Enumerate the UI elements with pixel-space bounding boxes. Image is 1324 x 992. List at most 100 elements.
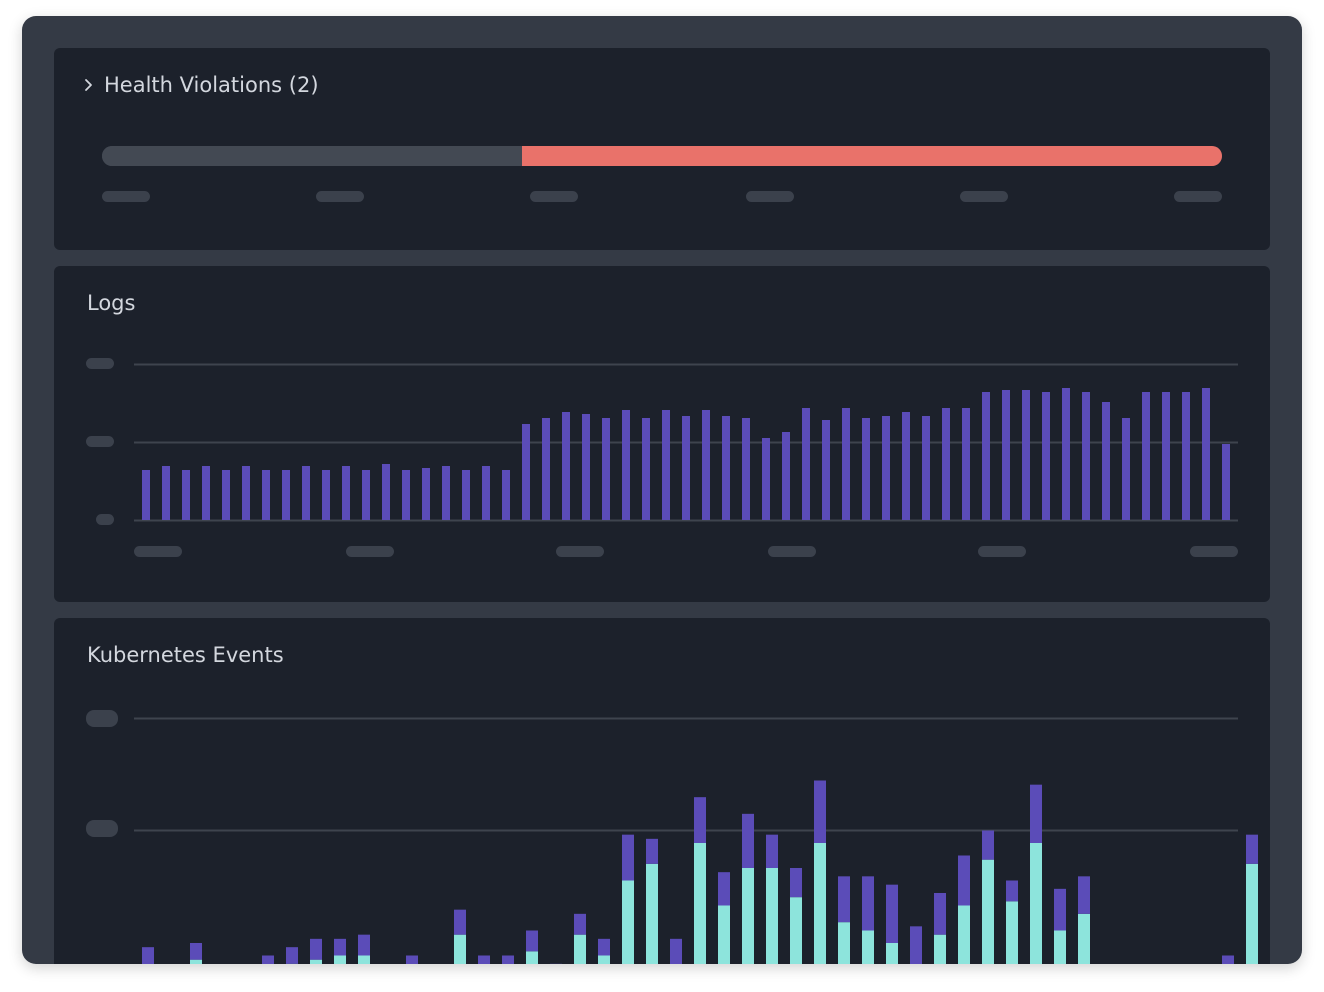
event-bar-normal: [310, 959, 322, 964]
time-tick-placeholder: [746, 191, 794, 202]
event-bar-normal: [646, 863, 658, 964]
log-bar: [882, 416, 890, 520]
event-bar-normal: [886, 943, 898, 964]
event-bar-normal: [1030, 843, 1042, 964]
health-violations-title: Health Violations (2): [104, 73, 319, 97]
event-bar-normal: [838, 922, 850, 964]
log-bar: [302, 466, 310, 520]
log-bar: [1202, 388, 1210, 520]
event-bar-warning: [598, 938, 610, 956]
y-tick-placeholder: [96, 514, 114, 525]
event-bar-warning: [622, 834, 634, 881]
kubernetes-events-panel: Kubernetes Events: [54, 618, 1270, 964]
log-bar: [1162, 392, 1170, 520]
log-bar: [1022, 390, 1030, 520]
event-bar-warning: [478, 955, 490, 964]
event-bar-warning: [934, 893, 946, 935]
log-bar: [242, 466, 250, 520]
log-bar: [162, 466, 170, 520]
y-tick-placeholder: [86, 710, 118, 727]
event-bar-normal: [694, 843, 706, 964]
event-bar-warning: [982, 830, 994, 860]
log-bar: [462, 470, 470, 520]
event-bar-normal: [958, 905, 970, 964]
log-bar: [1142, 392, 1150, 520]
event-bar-warning: [334, 938, 346, 956]
log-bar: [442, 466, 450, 520]
log-bar: [482, 466, 490, 520]
logs-title: Logs: [87, 291, 136, 315]
event-bar-warning: [1006, 880, 1018, 902]
event-bar-warning: [838, 876, 850, 923]
kubernetes-events-chart[interactable]: [54, 618, 1270, 964]
event-bar-normal: [862, 930, 874, 964]
log-bar: [142, 470, 150, 520]
event-bar-warning: [670, 938, 682, 964]
kubernetes-events-title: Kubernetes Events: [87, 643, 284, 667]
event-bar-warning: [766, 834, 778, 868]
log-bar: [762, 438, 770, 520]
log-bar: [402, 470, 410, 520]
log-bar: [182, 470, 190, 520]
event-bar-normal: [526, 951, 538, 964]
log-bar: [862, 418, 870, 520]
event-bar-normal: [1078, 913, 1090, 964]
event-bar-normal: [598, 955, 610, 964]
event-bar-warning: [790, 868, 802, 898]
event-bar-warning: [742, 813, 754, 868]
log-bar: [842, 408, 850, 520]
logs-chart[interactable]: [54, 266, 1270, 602]
event-bar-warning: [142, 947, 154, 964]
x-tick-placeholder: [1190, 546, 1238, 557]
log-bar: [722, 416, 730, 520]
event-bar-warning: [502, 955, 514, 964]
x-tick-placeholder: [134, 546, 182, 557]
x-tick-placeholder: [346, 546, 394, 557]
health-timeline-bar[interactable]: [102, 146, 1222, 166]
event-bar-warning: [1078, 876, 1090, 914]
event-bar-warning: [1222, 955, 1234, 964]
log-bar: [382, 464, 390, 520]
log-bar: [1102, 402, 1110, 520]
event-bar-normal: [574, 934, 586, 964]
log-bar: [802, 408, 810, 520]
event-bar-warning: [1246, 834, 1258, 864]
event-bar-warning: [646, 838, 658, 864]
event-bar-normal: [454, 934, 466, 964]
log-bar: [962, 408, 970, 520]
log-bar: [222, 470, 230, 520]
event-bar-warning: [814, 780, 826, 843]
x-tick-placeholder: [768, 546, 816, 557]
event-bar-warning: [310, 938, 322, 960]
log-bar: [702, 410, 710, 520]
time-tick-placeholder: [102, 191, 150, 202]
log-bar: [902, 412, 910, 520]
log-bar: [562, 412, 570, 520]
event-bar-normal: [790, 897, 802, 964]
log-bar: [1042, 392, 1050, 520]
event-bar-normal: [1246, 863, 1258, 964]
log-bar: [502, 470, 510, 520]
event-bar-normal: [1006, 901, 1018, 964]
chevron-right-icon: [85, 79, 92, 91]
event-bar-normal: [814, 843, 826, 964]
log-bar: [642, 418, 650, 520]
y-tick-placeholder: [86, 436, 114, 447]
event-bar-normal: [190, 959, 202, 964]
event-bar-normal: [358, 955, 370, 964]
log-bar: [1082, 392, 1090, 520]
event-bar-warning: [694, 797, 706, 843]
event-bar-warning: [406, 955, 418, 964]
time-tick-placeholder: [1174, 191, 1222, 202]
log-bar: [1222, 444, 1230, 520]
log-bar: [582, 414, 590, 520]
log-bar: [342, 466, 350, 520]
health-violation-segment: [522, 146, 1222, 166]
dashboard-window: Health Violations (2) Logs Kubernetes Ev…: [22, 16, 1302, 964]
event-bar-warning: [1030, 784, 1042, 843]
event-bar-warning: [454, 909, 466, 935]
log-bar: [822, 420, 830, 520]
log-bar: [522, 424, 530, 520]
log-bar: [202, 466, 210, 520]
x-tick-placeholder: [978, 546, 1026, 557]
